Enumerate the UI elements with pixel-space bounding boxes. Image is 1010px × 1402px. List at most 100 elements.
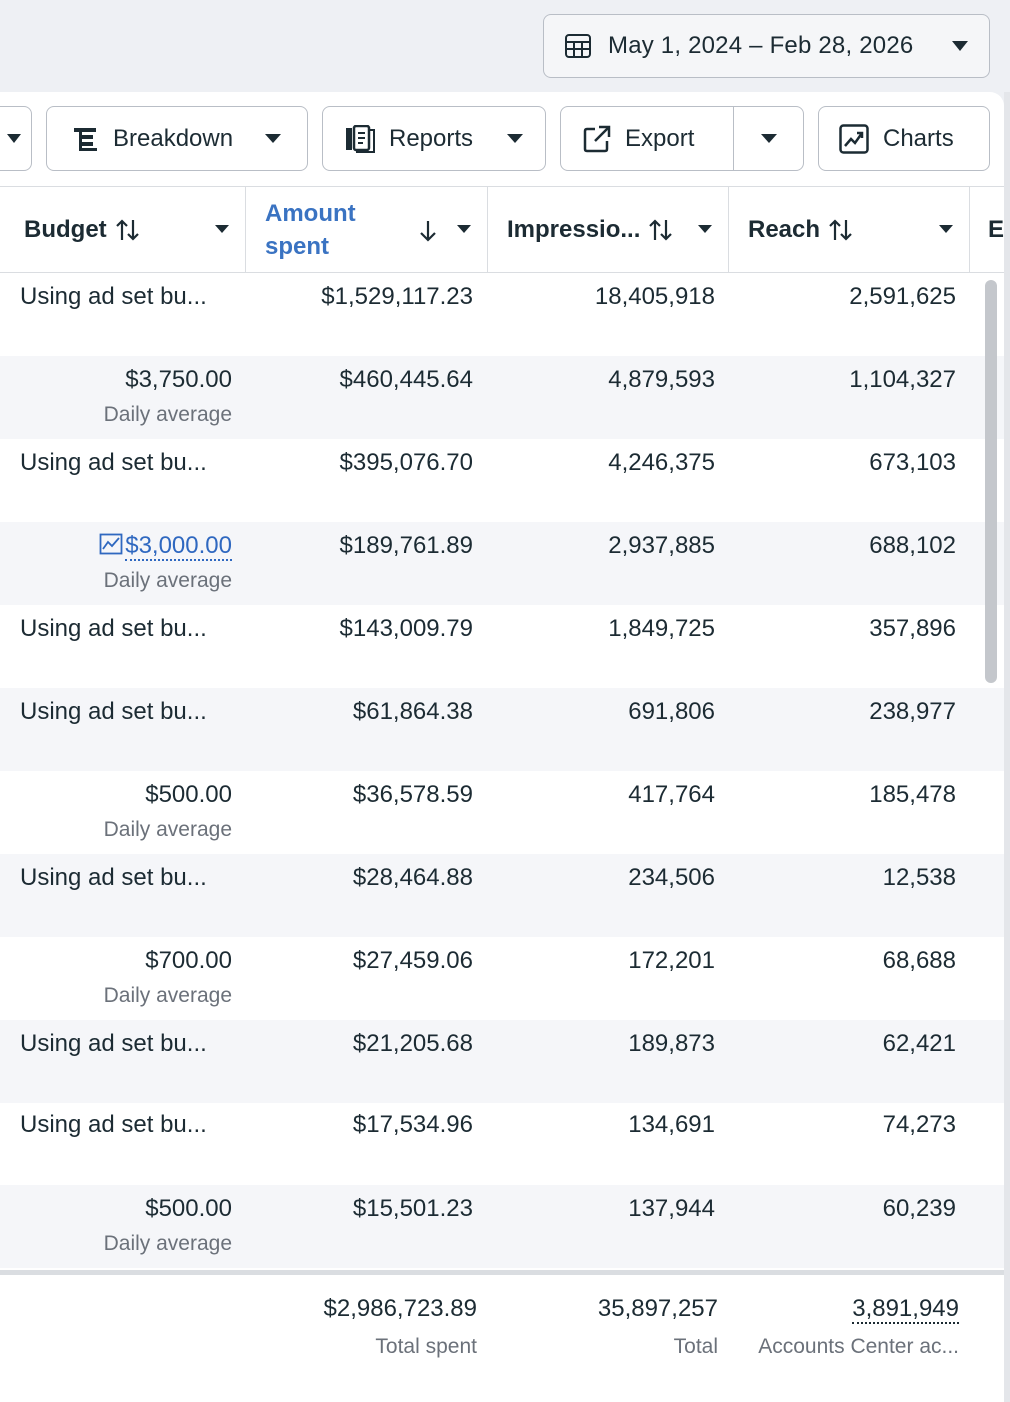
reach-cell: 62,421 — [882, 1030, 956, 1057]
amount-spent-cell: $460,445.64 — [339, 366, 473, 393]
column-header-label: Budget — [24, 216, 107, 243]
column-header-amount-spent[interactable]: Amount spent — [246, 187, 488, 273]
budget-cell: Using ad set bu... — [20, 864, 207, 891]
breakdown-label: Breakdown — [113, 124, 234, 152]
sort-descending-icon[interactable] — [418, 219, 438, 243]
table-row[interactable]: $3,000.00 Daily average $189,761.89 2,93… — [0, 522, 1004, 605]
date-range-picker[interactable]: May 1, 2024 – Feb 28, 2026 — [543, 14, 990, 78]
filter-dropdown-button[interactable] — [0, 106, 32, 171]
charts-icon — [839, 123, 869, 154]
trend-chart-icon[interactable] — [99, 533, 123, 555]
reach-cell: 1,104,327 — [849, 366, 956, 393]
report-panel: Breakdown Reports Export — [0, 92, 1004, 1402]
table-row[interactable]: Using ad set bu... $61,864.38 691,806 23… — [0, 688, 1004, 771]
chevron-down-icon[interactable] — [939, 225, 953, 234]
breakdown-button[interactable]: Breakdown — [46, 106, 308, 171]
reports-button[interactable]: Reports — [322, 106, 546, 171]
chevron-down-icon — [760, 133, 777, 143]
impressions-cell: 2,937,885 — [608, 532, 715, 559]
impressions-cell: 4,246,375 — [608, 449, 715, 476]
total-reach-label: Accounts Center ac... — [758, 1335, 959, 1358]
budget-cell: $700.00 Daily average — [20, 947, 232, 1008]
table-row[interactable]: Using ad set bu... $1,529,117.23 18,405,… — [0, 273, 1004, 356]
export-button[interactable]: Export — [561, 107, 734, 170]
budget-cell: Using ad set bu... — [20, 615, 207, 642]
column-header-next[interactable]: E — [970, 187, 1004, 273]
budget-cell: Using ad set bu... — [20, 698, 207, 725]
amount-spent-cell: $395,076.70 — [339, 449, 473, 476]
table-row[interactable]: $700.00 Daily average $27,459.06 172,201… — [0, 937, 1004, 1020]
amount-spent-cell: $27,459.06 — [352, 947, 473, 974]
charts-label: Charts — [883, 124, 954, 152]
table-row[interactable]: Using ad set bu... $395,076.70 4,246,375… — [0, 439, 1004, 522]
table-row[interactable]: Using ad set bu... $143,009.79 1,849,725… — [0, 605, 1004, 688]
reach-cell: 2,591,625 — [849, 283, 956, 310]
column-header-impressions[interactable]: Impressio... — [488, 187, 729, 273]
export-button-group: Export — [560, 106, 804, 171]
impressions-cell: 234,506 — [628, 864, 715, 891]
reach-cell: 673,103 — [869, 449, 956, 476]
sort-icon[interactable] — [115, 218, 141, 242]
total-impressions-value: 35,897,257 — [597, 1295, 718, 1322]
budget-type: Daily average — [103, 569, 232, 592]
budget-type: Daily average — [103, 818, 232, 841]
table-row[interactable]: Using ad set bu... $17,534.96 134,691 74… — [0, 1103, 1004, 1185]
column-header-label: Impressio... — [507, 216, 641, 243]
budget-cell: $500.00 Daily average — [20, 781, 232, 842]
sort-icon[interactable] — [828, 218, 854, 242]
column-header-budget[interactable]: Budget — [0, 187, 246, 273]
charts-button[interactable]: Charts — [818, 106, 990, 171]
export-dropdown-button[interactable] — [734, 107, 803, 170]
amount-spent-cell: $143,009.79 — [339, 615, 473, 642]
chevron-down-icon[interactable] — [215, 225, 229, 234]
chevron-down-icon — [265, 133, 281, 143]
vertical-scrollbar[interactable] — [985, 280, 997, 683]
calendar-icon — [565, 34, 591, 58]
export-icon — [583, 125, 611, 152]
budget-type: Daily average — [103, 984, 232, 1007]
table-row[interactable]: Using ad set bu... $21,205.68 189,873 62… — [0, 1020, 1004, 1103]
total-spent-value: $2,986,723.89 — [323, 1295, 477, 1322]
column-header-label: E — [988, 216, 1004, 243]
budget-type: Daily average — [103, 1232, 232, 1255]
table-row[interactable]: $3,750.00 Daily average $460,445.64 4,87… — [0, 356, 1004, 439]
chevron-down-icon — [7, 133, 21, 143]
table-row[interactable]: Using ad set bu... $28,464.88 234,506 12… — [0, 854, 1004, 937]
column-header-label: Reach — [748, 216, 821, 243]
budget-cell: $500.00 Daily average — [20, 1195, 232, 1256]
impressions-cell: 4,879,593 — [608, 366, 715, 393]
top-bar: May 1, 2024 – Feb 28, 2026 — [0, 0, 1010, 92]
impressions-cell: 189,873 — [628, 1030, 715, 1057]
table-header: Budget Amount spent Impressio... — [0, 186, 1004, 273]
column-header-reach[interactable]: Reach — [729, 187, 970, 273]
reach-cell: 185,478 — [869, 781, 956, 808]
chevron-down-icon[interactable] — [457, 225, 471, 234]
amount-spent-cell: $1,529,117.23 — [321, 283, 473, 310]
amount-spent-cell: $189,761.89 — [339, 532, 473, 559]
reach-cell: 68,688 — [882, 947, 956, 974]
table-row[interactable]: $500.00 Daily average $15,501.23 137,944… — [0, 1185, 1004, 1268]
total-spent-label: Total spent — [375, 1335, 477, 1358]
reach-cell: 12,538 — [882, 864, 956, 891]
budget-type: Daily average — [103, 403, 232, 426]
amount-spent-cell: $36,578.59 — [352, 781, 473, 808]
budget-cell[interactable]: $3,000.00 Daily average — [20, 532, 232, 593]
budget-cell: Using ad set bu... — [20, 449, 207, 476]
impressions-cell: 691,806 — [628, 698, 715, 725]
reach-cell: 238,977 — [869, 698, 956, 725]
chevron-down-icon[interactable] — [698, 225, 712, 234]
export-label: Export — [625, 124, 695, 152]
amount-spent-cell: $21,205.68 — [352, 1030, 473, 1057]
reports-label: Reports — [389, 124, 474, 152]
date-range-label: May 1, 2024 – Feb 28, 2026 — [608, 32, 914, 59]
reports-icon — [346, 124, 375, 153]
results-table: Budget Amount spent Impressio... — [0, 186, 1004, 1402]
total-reach-value[interactable]: 3,891,949 — [852, 1295, 959, 1324]
amount-spent-cell: $28,464.88 — [352, 864, 473, 891]
chevron-down-icon — [952, 41, 968, 51]
impressions-cell: 1,849,725 — [608, 615, 715, 642]
table-row[interactable]: $500.00 Daily average $36,578.59 417,764… — [0, 771, 1004, 854]
total-impressions-label: Total — [673, 1335, 718, 1358]
sort-icon[interactable] — [648, 218, 674, 242]
